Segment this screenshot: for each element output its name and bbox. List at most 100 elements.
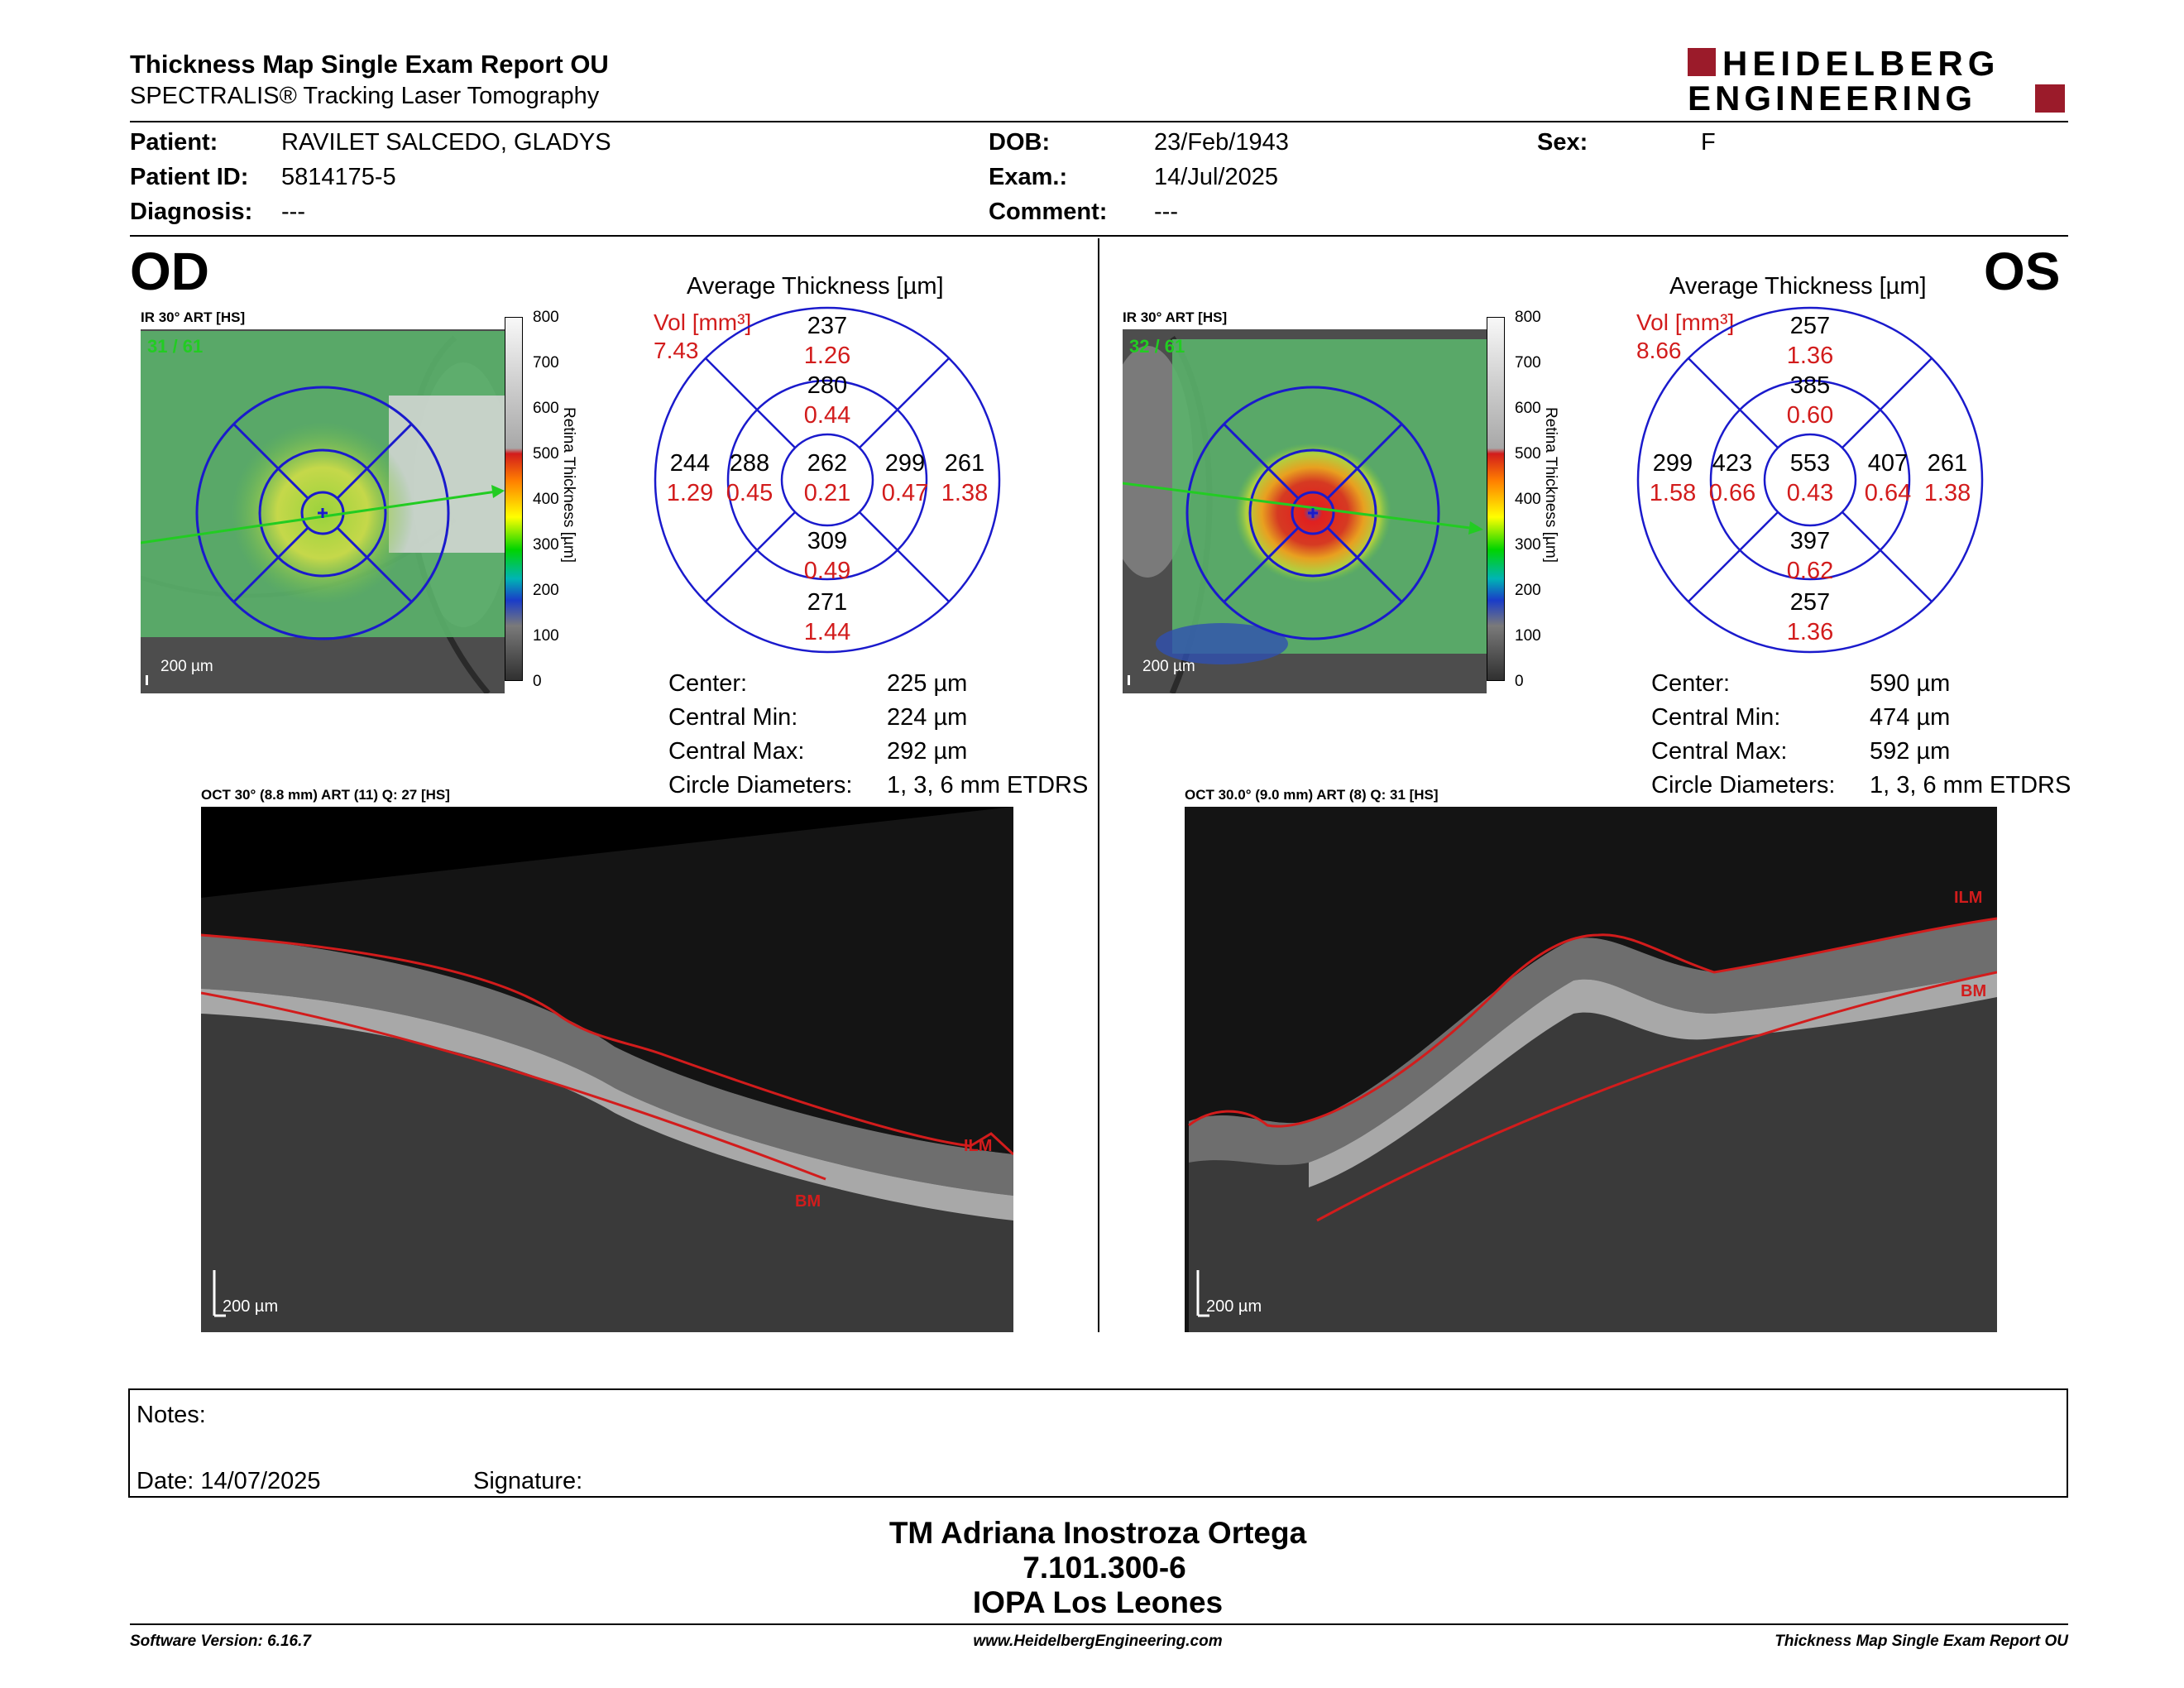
od-vol-value: 7.43 xyxy=(654,338,699,363)
os-stat-max-value: 592 µm xyxy=(1870,738,1951,765)
od-ilm-label: ILM xyxy=(964,1137,993,1155)
od-stats: Center: 225 µm Central Min: 224 µm Centr… xyxy=(668,672,1115,813)
os-stat-min-label: Central Min: xyxy=(1651,704,1781,731)
os-outer-circle xyxy=(1636,306,1984,654)
od-oct-scan: ILM BM 200 µm xyxy=(201,807,1013,1332)
od-outer-bottom-t: 271 xyxy=(807,589,848,616)
od-chart-title: Average Thickness [µm] xyxy=(687,273,944,300)
logo-square-bottom xyxy=(2035,84,2065,113)
os-inner-bottom-t: 397 xyxy=(1789,528,1831,554)
exam-value: 14/Jul/2025 xyxy=(1154,164,1278,190)
os-chart-title: Average Thickness [µm] xyxy=(1669,273,1927,300)
od-tick-700: 700 xyxy=(533,354,559,372)
od-inner-top-v: 0.44 xyxy=(803,402,851,429)
od-outer-top-v: 1.26 xyxy=(803,343,851,369)
od-map-svg xyxy=(141,329,505,693)
od-stat-max-value: 292 µm xyxy=(887,738,968,765)
comment-value: --- xyxy=(1154,199,1178,225)
os-inner-top-v: 0.60 xyxy=(1786,402,1834,429)
os-vol-label: Vol [mm³] xyxy=(1636,309,1735,335)
dob-value: 23/Feb/1943 xyxy=(1154,129,1289,156)
od-tick-600: 600 xyxy=(533,400,559,417)
footer-url[interactable]: www.HeidelbergEngineering.com xyxy=(973,1633,1223,1650)
os-inner-right-v: 0.64 xyxy=(1864,480,1912,506)
od-outer-top-t: 237 xyxy=(807,313,848,339)
od-outer-left-v: 1.29 xyxy=(666,480,714,506)
os-frames: 32 / 61 xyxy=(1129,336,1185,357)
exam-label: Exam.: xyxy=(989,164,1068,190)
os-oct-scan: ILM BM 200 µm xyxy=(1185,807,1997,1332)
od-tick-0: 0 xyxy=(533,673,542,690)
sex-label: Sex: xyxy=(1537,129,1588,156)
os-bm-label: BM xyxy=(1961,982,1987,1000)
os-oct-label: OCT 30.0° (9.0 mm) ART (8) Q: 31 [HS] xyxy=(1185,787,1439,803)
os-outer-top-t: 257 xyxy=(1789,313,1831,339)
od-vol-label: Vol [mm³] xyxy=(654,309,752,335)
notes-label: Notes: xyxy=(136,1402,206,1428)
notes-signature-label: Signature: xyxy=(473,1468,583,1494)
od-scale-text: 200 µm xyxy=(160,658,213,675)
os-etdrs-grid xyxy=(1185,386,1440,640)
os-etdrs-chart xyxy=(1636,306,1984,654)
od-center-t: 262 xyxy=(807,450,848,477)
os-colorbar xyxy=(1487,317,1505,681)
os-stat-max-label: Central Max: xyxy=(1651,738,1788,765)
od-stat-center-value: 225 µm xyxy=(887,670,968,697)
logo-square-top xyxy=(1688,48,1716,76)
os-tick-700: 700 xyxy=(1515,354,1541,372)
od-oct-scale-text: 200 µm xyxy=(223,1297,279,1316)
od-center-circle xyxy=(780,433,874,527)
os-tick-800: 800 xyxy=(1515,309,1541,326)
od-stat-min-label: Central Min: xyxy=(668,704,798,731)
patient-label: Patient: xyxy=(130,129,218,156)
os-map-svg xyxy=(1123,329,1487,693)
os-vol-value: 8.66 xyxy=(1636,338,1682,363)
os-center-t: 553 xyxy=(1789,450,1831,477)
os-inner-bottom-v: 0.62 xyxy=(1786,558,1834,584)
od-stat-min-value: 224 µm xyxy=(887,704,968,731)
od-eye-label: OD xyxy=(130,242,209,301)
od-thickness-map: 31 / 61 200 µm xyxy=(141,329,505,693)
os-inner-left-t: 423 xyxy=(1712,450,1753,477)
notes-box[interactable]: Notes: Date: 14/07/2025 Signature: xyxy=(128,1388,2068,1498)
heidelberg-logo: HEIDELBERG ENGINEERING xyxy=(1688,46,2068,116)
header-divider xyxy=(130,121,2068,122)
signoff-rut: 7.101.300-6 xyxy=(1023,1551,1186,1585)
od-tick-400: 400 xyxy=(533,491,559,508)
od-etdrs-grid xyxy=(195,386,450,640)
os-thickness-map: 32 / 61 200 µm xyxy=(1123,329,1487,693)
os-inner-right-t: 407 xyxy=(1867,450,1909,477)
os-oct-scale-text: 200 µm xyxy=(1206,1297,1262,1316)
od-oct-label: OCT 30° (8.8 mm) ART (11) Q: 27 [HS] xyxy=(201,787,450,803)
signoff-place: IOPA Los Leones xyxy=(972,1585,1224,1619)
os-scale-bar xyxy=(1128,675,1130,685)
od-tick-500: 500 xyxy=(533,445,559,463)
report-subtitle: SPECTRALIS® Tracking Laser Tomography xyxy=(130,83,600,109)
notes-date: Date: 14/07/2025 xyxy=(136,1468,321,1494)
patient-id-value: 5814175-5 xyxy=(281,164,396,190)
od-outer-left-t: 244 xyxy=(669,450,711,477)
od-inner-right-t: 299 xyxy=(884,450,926,477)
od-scale-bar xyxy=(146,675,148,685)
os-inner-circle xyxy=(1709,379,1911,581)
od-colorbar-ticks: 800 700 600 500 400 300 200 100 0 xyxy=(523,309,572,689)
od-tick-300: 300 xyxy=(533,536,559,554)
footer-divider xyxy=(130,1623,2068,1625)
report-title: Thickness Map Single Exam Report OU xyxy=(130,50,609,79)
os-stat-diam-label: Circle Diameters: xyxy=(1651,772,1836,798)
od-outer-right-t: 261 xyxy=(944,450,985,477)
os-stat-center-label: Center: xyxy=(1651,670,1731,697)
os-inner-top-t: 385 xyxy=(1789,372,1831,399)
od-frames: 31 / 61 xyxy=(147,336,204,357)
signoff-name: TM Adriana Inostroza Ortega xyxy=(888,1516,1307,1550)
od-ilm-line xyxy=(201,933,1013,1156)
os-tick-300: 300 xyxy=(1515,536,1541,554)
od-stat-diam-value: 1, 3, 6 mm ETDRS xyxy=(887,772,1089,798)
od-inner-bottom-v: 0.49 xyxy=(803,558,851,584)
os-bm-line xyxy=(1316,971,1997,1222)
os-outer-left-v: 1.58 xyxy=(1649,480,1697,506)
os-ilm-line xyxy=(1188,917,1997,1128)
os-center-circle xyxy=(1763,433,1857,527)
od-inner-top-t: 280 xyxy=(807,372,848,399)
patient-value: RAVILET SALCEDO, GLADYS xyxy=(281,129,611,156)
